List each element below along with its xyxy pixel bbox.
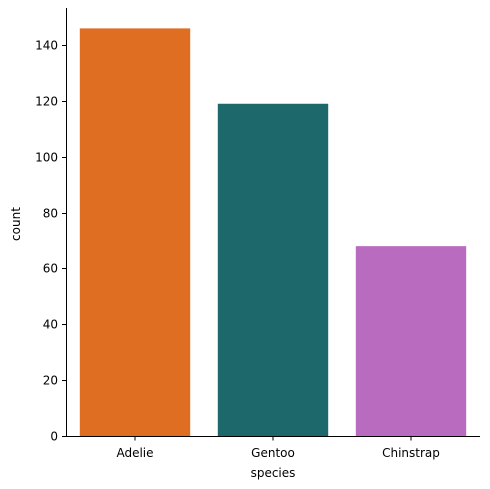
x-tick-label: Gentoo bbox=[251, 446, 295, 460]
x-axis: Adelie Gentoo Chinstrap bbox=[116, 436, 440, 460]
y-tick-label: 140 bbox=[35, 39, 58, 53]
y-tick-label: 60 bbox=[43, 262, 58, 276]
y-tick-label: 40 bbox=[43, 318, 58, 332]
bars-group bbox=[79, 28, 467, 437]
y-axis: 0 20 40 60 80 100 120 140 bbox=[35, 39, 67, 444]
y-tick-label: 0 bbox=[50, 430, 58, 444]
y-tick-label: 120 bbox=[35, 95, 58, 109]
bar-adelie bbox=[79, 28, 191, 437]
x-tick-label: Chinstrap bbox=[382, 446, 440, 460]
y-tick-label: 80 bbox=[43, 207, 58, 221]
bar-chinstrap bbox=[355, 246, 467, 436]
y-axis-label: count bbox=[9, 207, 23, 241]
x-tick-label: Adelie bbox=[116, 446, 153, 460]
y-tick-label: 20 bbox=[43, 374, 58, 388]
y-tick-label: 100 bbox=[35, 151, 58, 165]
x-axis-label: species bbox=[251, 466, 296, 480]
bar-gentoo bbox=[217, 103, 329, 436]
